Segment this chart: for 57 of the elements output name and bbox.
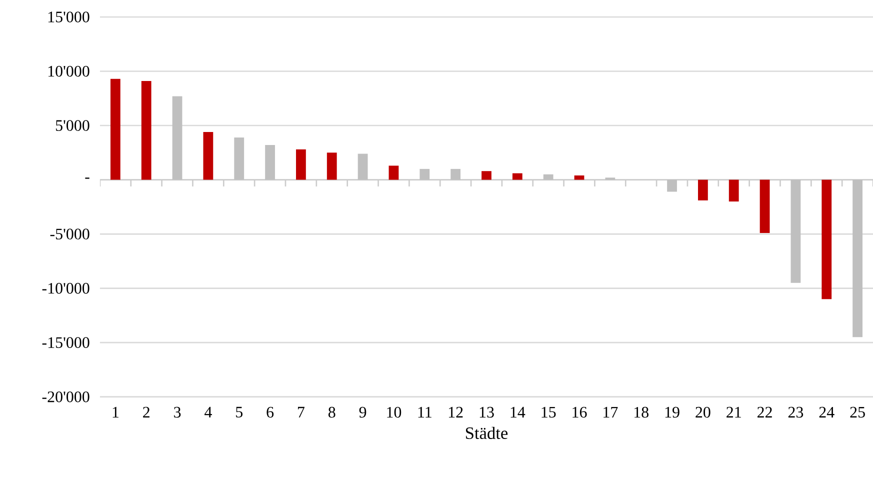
x-tick-label: 17 bbox=[604, 406, 618, 418]
x-tick-label: 5 bbox=[236, 406, 242, 418]
x-tick-label: 24 bbox=[819, 406, 834, 418]
bar bbox=[574, 176, 584, 180]
x-tick-label: 1 bbox=[112, 406, 118, 418]
bar bbox=[420, 169, 430, 180]
y-tick-label: -20'000 bbox=[42, 392, 90, 402]
bar bbox=[110, 78, 120, 180]
bar bbox=[141, 81, 152, 180]
bar bbox=[852, 180, 862, 338]
bar bbox=[326, 152, 337, 180]
bar bbox=[667, 180, 677, 192]
y-tick-label: 10'000 bbox=[48, 66, 90, 77]
x-tick-label: 8 bbox=[328, 406, 336, 418]
bar bbox=[822, 180, 832, 300]
y-tick-label: -10'000 bbox=[42, 283, 90, 294]
bar bbox=[234, 138, 244, 180]
x-tick-label: 12 bbox=[448, 406, 463, 418]
x-tick-label: 13 bbox=[480, 406, 494, 418]
bar bbox=[543, 174, 554, 180]
y-tick-label: -5'000 bbox=[50, 228, 90, 240]
y-tick-label: - bbox=[85, 178, 90, 179]
bar bbox=[482, 171, 492, 180]
x-axis-title: Städte bbox=[466, 426, 508, 440]
x-tick-label: 10 bbox=[387, 406, 402, 418]
y-tick-label: -15'000 bbox=[42, 337, 90, 348]
bar bbox=[790, 180, 801, 283]
bar bbox=[698, 180, 708, 200]
bar bbox=[450, 169, 461, 180]
x-tick-label: 14 bbox=[510, 406, 526, 418]
x-tick-label: 16 bbox=[572, 406, 587, 418]
y-tick-label: 15'000 bbox=[48, 12, 90, 22]
bar bbox=[172, 96, 182, 180]
x-tick-label: 19 bbox=[665, 406, 680, 418]
x-tick-label: 3 bbox=[174, 406, 181, 418]
x-tick-label: 6 bbox=[266, 406, 274, 418]
bar bbox=[296, 149, 306, 180]
x-tick-label: 2 bbox=[143, 406, 150, 418]
x-tick-label: 15 bbox=[542, 406, 556, 418]
bar bbox=[728, 180, 739, 202]
bar bbox=[388, 166, 399, 180]
x-tick-label: 7 bbox=[298, 406, 304, 418]
bar bbox=[203, 132, 214, 180]
bar bbox=[265, 145, 275, 180]
bar bbox=[512, 173, 522, 180]
x-tick-label: 4 bbox=[204, 406, 212, 418]
x-tick-label: 22 bbox=[757, 406, 772, 418]
x-tick-label: 9 bbox=[359, 406, 366, 418]
bar bbox=[358, 154, 368, 180]
x-tick-label: 23 bbox=[788, 406, 804, 418]
bar bbox=[760, 180, 770, 234]
x-tick-label: 11 bbox=[418, 406, 432, 418]
x-tick-label: 21 bbox=[726, 406, 741, 418]
x-tick-label: 25 bbox=[850, 406, 865, 418]
x-tick-label: 20 bbox=[696, 406, 710, 418]
x-tick-label: 18 bbox=[634, 406, 648, 418]
y-tick-label: 5'000 bbox=[56, 120, 90, 131]
